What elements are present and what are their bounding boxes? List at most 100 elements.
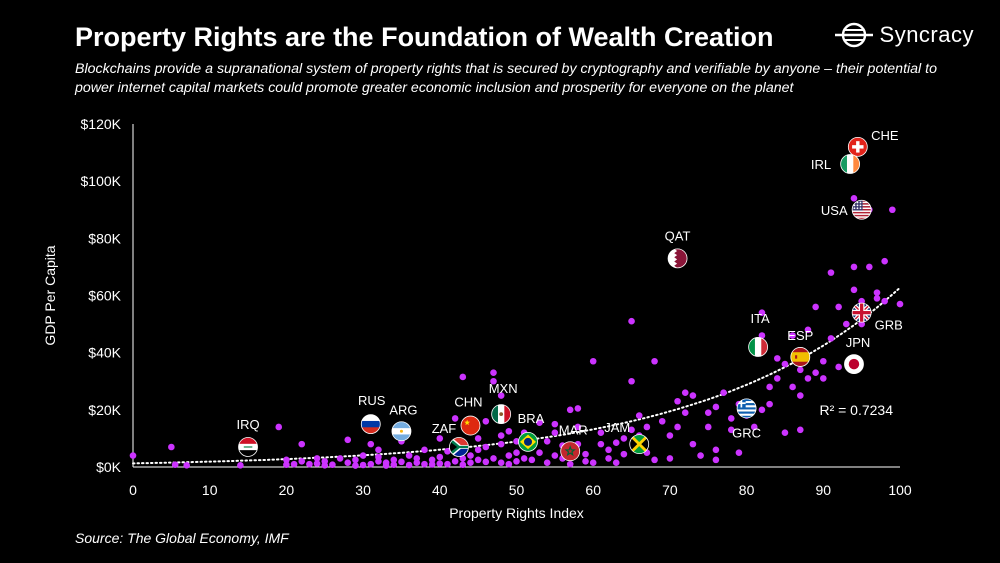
- flag-arg-icon: [391, 421, 412, 442]
- data-point: [467, 459, 474, 467]
- country-label-jpn: JPN: [846, 335, 871, 350]
- data-point: [628, 377, 635, 385]
- country-label-mxn: MXN: [489, 381, 518, 396]
- data-point: [612, 439, 620, 447]
- data-point: [275, 423, 283, 431]
- data-point: [497, 392, 505, 399]
- data-point: [497, 440, 505, 448]
- data-point: [796, 392, 804, 399]
- flag-usa-icon: [851, 199, 872, 220]
- data-point: [543, 437, 551, 445]
- data-point: [513, 457, 520, 465]
- data-point: [405, 452, 413, 459]
- country-label-chn: CHN: [454, 395, 482, 410]
- data-point: [513, 449, 520, 457]
- data-point: [574, 423, 582, 431]
- data-point: [896, 300, 904, 308]
- data-point: [605, 446, 612, 454]
- data-point: [405, 461, 413, 469]
- data-point: [720, 389, 727, 396]
- data-point: [789, 332, 796, 339]
- flag-ita-icon: [748, 337, 769, 357]
- data-point: [551, 429, 559, 437]
- data-point: [298, 440, 306, 448]
- data-point: [820, 357, 827, 365]
- data-point: [421, 446, 428, 454]
- data-point: [459, 455, 467, 462]
- x-tick-label: 70: [662, 482, 678, 498]
- data-point: [482, 417, 490, 425]
- flag-irq-icon: [238, 437, 258, 457]
- data-point: [605, 455, 612, 462]
- data-point: [168, 443, 175, 451]
- data-point: [666, 432, 674, 439]
- flag-gbr-icon: [851, 302, 872, 323]
- data-point: [835, 303, 842, 311]
- data-point: [428, 456, 436, 464]
- country-label-zaf: ZAF: [432, 421, 457, 436]
- data-point: [482, 458, 490, 466]
- data-point: [804, 375, 812, 382]
- data-point: [773, 375, 781, 382]
- data-point: [497, 432, 505, 439]
- data-point: [413, 455, 421, 462]
- data-point: [398, 458, 405, 466]
- flag-che-icon: [847, 136, 868, 157]
- data-point: [505, 427, 513, 435]
- data-point: [866, 263, 873, 271]
- data-point: [597, 429, 605, 437]
- brand-logo: Syncracy: [834, 22, 974, 48]
- data-point: [758, 332, 766, 339]
- x-tick-label: 20: [279, 482, 295, 498]
- y-tick-label: $0K: [96, 459, 122, 475]
- data-point: [727, 415, 735, 422]
- y-tick-label: $100K: [81, 173, 122, 189]
- data-point: [651, 456, 658, 464]
- data-point: [313, 460, 321, 467]
- data-point: [758, 309, 766, 316]
- flag-qat-icon: [667, 248, 688, 269]
- data-point: [635, 412, 643, 419]
- data-point: [658, 417, 666, 425]
- country-label-bra: BRA: [518, 411, 545, 426]
- data-point: [820, 375, 827, 382]
- country-label-mar: MAR: [559, 422, 588, 437]
- data-point: [628, 426, 635, 434]
- data-point: [889, 206, 896, 214]
- data-point: [490, 455, 497, 462]
- x-tick-label: 0: [129, 482, 137, 498]
- data-point: [390, 456, 398, 464]
- country-label-esp: ESP: [787, 328, 813, 343]
- page-subtitle: Blockchains provide a supranational syst…: [75, 61, 937, 96]
- data-point: [428, 461, 436, 468]
- data-point: [628, 317, 635, 325]
- country-label-ita: ITA: [750, 311, 770, 326]
- syncracy-logo-icon: [834, 22, 873, 48]
- x-tick-label: 80: [739, 482, 755, 498]
- trendline: [132, 286, 901, 465]
- data-point: [375, 446, 382, 454]
- data-point: [781, 429, 789, 437]
- data-point: [298, 457, 306, 465]
- data-point: [436, 460, 444, 467]
- data-point: [505, 452, 513, 459]
- country-label-irq: IRQ: [236, 417, 259, 432]
- data-point: [283, 461, 290, 469]
- data-point: [436, 435, 444, 442]
- flag-grc-icon: [736, 398, 757, 419]
- data-point: [843, 320, 850, 328]
- data-point: [237, 461, 244, 469]
- country-label-che: CHE: [871, 128, 899, 143]
- data-point: [796, 366, 804, 374]
- data-point: [704, 409, 712, 416]
- country-label-usa: USA: [821, 203, 848, 218]
- data-point: [459, 373, 467, 381]
- data-point: [566, 460, 574, 468]
- data-point: [313, 455, 321, 462]
- data-point: [467, 452, 474, 459]
- data-point: [382, 459, 390, 467]
- data-point: [766, 383, 773, 391]
- data-point: [459, 461, 467, 469]
- data-point: [451, 415, 459, 422]
- data-point: [597, 440, 605, 448]
